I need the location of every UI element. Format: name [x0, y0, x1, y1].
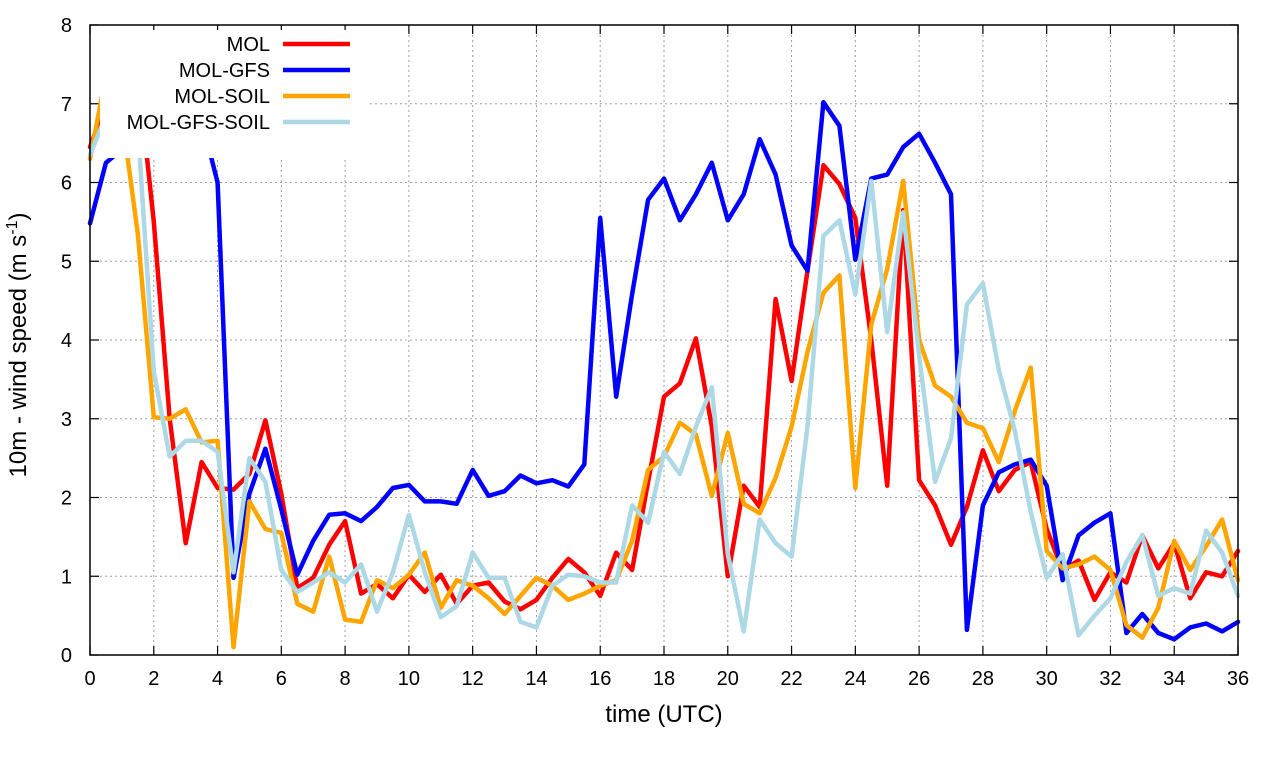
y-tick-label: 1	[61, 566, 72, 588]
legend-label: MOL-GFS	[179, 60, 270, 82]
x-tick-label: 12	[462, 668, 484, 690]
y-tick-label: 5	[61, 251, 72, 273]
x-tick-label: 34	[1163, 668, 1185, 690]
x-tick-label: 32	[1099, 668, 1121, 690]
x-tick-label: 10	[398, 668, 420, 690]
x-tick-label: 16	[589, 668, 611, 690]
x-tick-label: 8	[340, 668, 351, 690]
y-tick-label: 4	[61, 330, 72, 352]
y-tick-label: 8	[61, 15, 72, 37]
x-tick-label: 6	[276, 668, 287, 690]
x-tick-label: 0	[84, 668, 95, 690]
y-tick-label: 7	[61, 94, 72, 116]
series-line-mol-gfs-soil	[87, 89, 1241, 638]
x-tick-label: 36	[1227, 668, 1249, 690]
y-tick-label: 2	[61, 488, 72, 510]
legend-label: MOL-GFS-SOIL	[127, 112, 270, 134]
y-axis-title-main: 10m - wind speed (m s	[5, 235, 32, 478]
tick-labels: 0 2 4 6 8 10 12 14 16 18 20 22 24 26 28 30 32 34 360123456…	[61, 15, 1249, 690]
legend-label: MOL-SOIL	[174, 86, 270, 108]
x-axis-title: time (UTC)	[605, 701, 722, 728]
x-tick-label: 22	[780, 668, 802, 690]
y-tick-label: 3	[61, 409, 72, 431]
x-tick-label: 24	[844, 668, 866, 690]
x-tick-label: 28	[972, 668, 994, 690]
legend: MOL MOL-GFS MOL-SOIL MOL-GFS-SOIL	[127, 34, 350, 134]
y-axis-title-superscript: -1	[4, 220, 21, 234]
x-tick-label: 14	[525, 668, 547, 690]
series-line-mol-gfs	[87, 97, 1241, 642]
series-lines	[87, 40, 1241, 650]
x-tick-label: 30	[1036, 668, 1058, 690]
y-axis-title-close: )	[5, 213, 32, 221]
y-tick-label: 0	[61, 645, 72, 667]
x-tick-label: 2	[148, 668, 159, 690]
x-tick-label: 20	[717, 668, 739, 690]
x-tick-label: 4	[212, 668, 223, 690]
legend-label: MOL	[227, 34, 270, 56]
y-tick-label: 6	[61, 173, 72, 195]
plot-frame	[89, 24, 1239, 656]
x-tick-label: 18	[653, 668, 675, 690]
x-tick-label: 26	[908, 668, 930, 690]
y-axis-title: 10m - wind speed (m s-1)	[4, 213, 32, 478]
